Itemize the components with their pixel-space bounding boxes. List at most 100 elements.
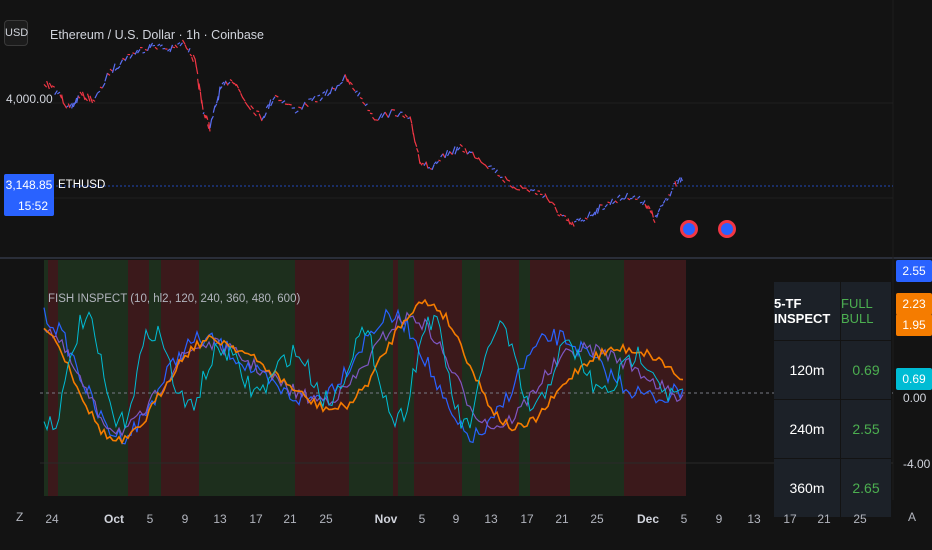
price-segment — [673, 182, 676, 185]
price-segment — [201, 99, 204, 110]
signal-band — [373, 260, 393, 496]
price-segment — [231, 81, 235, 85]
time-axis[interactable]: 24 Oct 5 9 13 17 21 25 Nov 5 9 13 17 21 25 Dec 5 9 13 17 21 2… — [0, 512, 932, 532]
price-segment — [497, 174, 501, 177]
price-segment — [197, 78, 200, 90]
price-segment — [580, 219, 584, 222]
price-segment — [69, 103, 73, 107]
price-segment — [214, 103, 218, 108]
signal-band — [48, 260, 58, 496]
price-segment — [54, 90, 58, 95]
table-tf: 360m — [774, 459, 841, 517]
price-segment — [51, 85, 55, 88]
price-segment — [440, 153, 444, 158]
signal-band — [592, 260, 609, 496]
price-segment — [59, 94, 63, 99]
price-segment — [142, 51, 146, 54]
price-segment — [79, 91, 84, 97]
symbol-title[interactable]: Ethereum / U.S. Dollar · 1h · Coinbase — [50, 28, 264, 42]
price-segment — [349, 81, 353, 86]
price-segment — [242, 97, 246, 102]
us-flag-event-icon[interactable] — [680, 220, 698, 238]
price-segment — [637, 195, 641, 199]
price-segment — [431, 164, 435, 171]
axis-label-minus4: -4.00 — [903, 457, 931, 471]
bar-countdown: 15:52 — [4, 196, 54, 216]
price-segment — [394, 114, 398, 117]
indicator-label[interactable]: FISH INSPECT (10, hl2, 120, 240, 360, 48… — [48, 293, 301, 305]
time-axis-label: 13 — [213, 512, 227, 526]
price-segment — [474, 157, 479, 160]
signal-band — [109, 260, 128, 496]
price-segment — [457, 147, 461, 151]
signal-band — [495, 260, 507, 496]
scale-tag-orange-2: 1.95 — [896, 314, 932, 336]
time-axis-label: 25 — [319, 512, 333, 526]
price-segment — [669, 191, 673, 197]
us-flag-event-icon[interactable] — [718, 220, 736, 238]
price-segment — [84, 97, 88, 102]
price-segment — [235, 83, 240, 89]
price-segment — [247, 105, 252, 111]
price-segment — [661, 203, 664, 207]
price-segment — [311, 95, 316, 102]
price-segment — [191, 56, 194, 63]
table-header-right: FULL BULL — [841, 282, 891, 340]
price-segment — [129, 54, 134, 59]
price-segment — [114, 67, 118, 71]
price-segment — [179, 42, 183, 47]
signal-band — [519, 260, 530, 496]
price-segment — [159, 44, 163, 47]
price-segment — [534, 192, 538, 196]
price-segment — [504, 176, 509, 181]
price-segment — [97, 90, 101, 94]
price-segment — [467, 150, 471, 155]
price-segment — [92, 99, 96, 102]
time-axis-label: 13 — [747, 512, 761, 526]
price-segment — [267, 99, 272, 110]
signal-band — [223, 260, 229, 496]
price-segment — [240, 92, 244, 99]
signal-band — [547, 260, 570, 496]
price-segment — [584, 217, 588, 220]
price-segment — [544, 193, 549, 200]
price-segment — [81, 91, 86, 101]
auto-scale-button[interactable]: A — [908, 510, 917, 524]
price-segment — [532, 189, 536, 192]
price-segment — [119, 59, 124, 66]
signal-band — [307, 260, 329, 496]
price-segment — [149, 42, 154, 49]
price-segment — [74, 97, 78, 105]
price-segment — [233, 82, 237, 87]
price-segment — [281, 100, 286, 104]
price-segment — [419, 161, 423, 166]
price-segment — [666, 198, 669, 202]
scale-tag-orange: 2.23 — [896, 293, 932, 315]
price-segment — [494, 169, 498, 174]
time-axis-label: 9 — [452, 512, 460, 526]
last-price: 3,148.85 — [4, 174, 54, 196]
currency-button[interactable]: USD — [4, 20, 28, 46]
price-segment — [554, 206, 559, 213]
price-segment — [117, 65, 121, 70]
price-segment — [270, 100, 274, 107]
price-segment — [244, 101, 249, 107]
price-segment — [546, 198, 551, 204]
price-segment — [62, 102, 66, 106]
price-segment — [491, 168, 496, 170]
time-axis-label: 24 — [45, 512, 59, 526]
time-axis-label: 9 — [715, 512, 723, 526]
timezone-button[interactable]: Z — [16, 510, 24, 524]
price-segment — [207, 124, 210, 129]
price-segment — [646, 205, 649, 210]
price-segment — [344, 74, 349, 83]
price-segment — [203, 114, 206, 119]
signal-band — [570, 260, 592, 496]
signal-band — [78, 260, 89, 496]
price-segment — [187, 47, 191, 53]
price-segment — [488, 165, 492, 168]
price-segment — [337, 84, 341, 87]
table-tf: 120m — [774, 341, 841, 399]
price-segment — [674, 181, 677, 187]
